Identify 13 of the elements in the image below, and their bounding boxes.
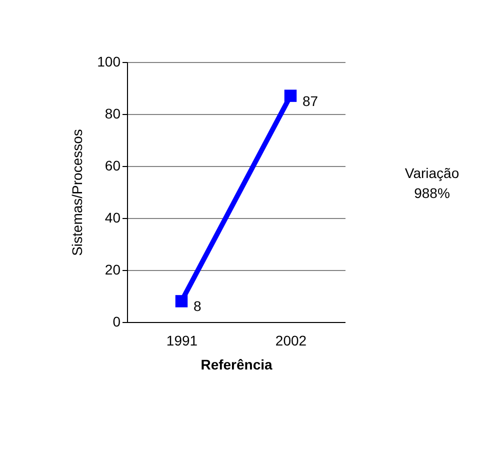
x-tick-label: 1991 <box>166 332 198 348</box>
y-tick-label: 100 <box>97 54 121 70</box>
y-tick-label: 60 <box>104 158 121 174</box>
x-tick-label: 2002 <box>275 332 307 348</box>
text: Variação 988% <box>404 165 460 201</box>
data-label: 8 <box>194 298 202 314</box>
data-label: 87 <box>302 92 318 109</box>
y-axis-title: Sistemas/Processos <box>69 129 86 256</box>
y-tick-label: 0 <box>112 314 121 330</box>
x-axis-title: Referência <box>200 356 273 372</box>
y-tick-label: 80 <box>104 106 121 122</box>
y-tick-label: 40 <box>104 210 121 226</box>
y-tick-label: 20 <box>104 262 121 278</box>
